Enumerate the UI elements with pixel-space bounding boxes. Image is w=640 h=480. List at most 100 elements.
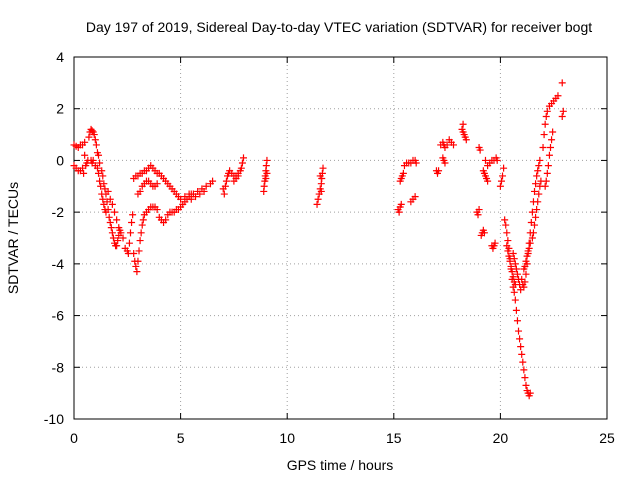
data-point	[543, 169, 551, 177]
data-point	[547, 144, 555, 151]
data-point	[508, 268, 516, 276]
data-point	[499, 172, 507, 180]
data-point	[520, 366, 528, 374]
data-point	[512, 306, 520, 314]
data-point	[554, 92, 562, 100]
data-point	[536, 156, 544, 164]
data-point	[534, 198, 542, 206]
data-point	[130, 250, 138, 258]
data-point	[435, 167, 443, 175]
data-point	[484, 177, 492, 185]
data-point	[510, 255, 518, 263]
data-point	[105, 213, 113, 221]
data-point	[522, 381, 530, 389]
x-tick-label: 25	[599, 430, 615, 446]
data-point	[108, 229, 116, 237]
data-point	[532, 213, 540, 221]
data-point	[412, 159, 420, 167]
data-point	[509, 250, 517, 258]
x-axis-label: GPS time / hours	[287, 457, 394, 473]
data-point	[181, 193, 189, 201]
data-point	[111, 208, 119, 216]
data-point	[397, 200, 405, 208]
data-point	[222, 177, 230, 185]
data-point	[559, 107, 567, 115]
data-point	[107, 224, 115, 232]
data-point	[459, 120, 467, 128]
data-point	[474, 211, 482, 219]
data-point	[106, 195, 114, 203]
data-point	[133, 268, 141, 276]
data-point	[542, 112, 550, 120]
data-point	[462, 136, 470, 144]
data-point	[518, 350, 526, 358]
data-points	[70, 79, 567, 400]
y-tick-label: -2	[52, 204, 65, 220]
data-point	[511, 296, 519, 304]
data-point	[503, 229, 511, 237]
data-point	[138, 221, 146, 229]
data-point	[126, 229, 134, 237]
data-point	[202, 182, 210, 190]
data-point	[220, 190, 228, 198]
data-point	[119, 234, 127, 242]
data-point	[187, 195, 195, 203]
y-tick-label: 0	[56, 152, 64, 168]
data-point	[177, 195, 185, 203]
y-tick-label: 2	[56, 101, 64, 117]
data-point	[545, 151, 553, 159]
data-point	[511, 260, 519, 268]
data-point	[134, 257, 142, 265]
data-point	[90, 131, 98, 139]
data-point	[549, 128, 557, 136]
data-point	[108, 200, 116, 208]
data-point	[517, 343, 525, 351]
data-point	[520, 283, 528, 291]
data-point	[263, 156, 271, 164]
data-point	[544, 162, 552, 170]
data-point	[531, 187, 539, 195]
data-point	[507, 262, 515, 270]
data-point	[92, 141, 100, 149]
data-point	[81, 138, 89, 146]
data-point	[491, 239, 499, 247]
x-tick-label: 10	[279, 430, 295, 446]
data-point	[93, 164, 101, 172]
data-point	[505, 252, 513, 260]
data-point	[139, 216, 147, 224]
data-point	[262, 175, 270, 183]
data-point	[558, 112, 566, 120]
data-point	[523, 252, 531, 260]
data-point	[104, 206, 112, 214]
data-point	[106, 218, 114, 226]
data-point	[513, 317, 521, 325]
data-point	[509, 273, 517, 281]
data-point	[504, 247, 512, 255]
data-point	[125, 239, 133, 247]
data-point	[136, 237, 144, 245]
data-point	[162, 216, 170, 224]
data-point	[529, 229, 537, 237]
data-point	[81, 151, 89, 159]
data-point	[117, 229, 125, 237]
data-point	[539, 144, 547, 151]
data-point	[543, 107, 551, 115]
data-point	[113, 216, 121, 224]
data-point	[263, 169, 271, 177]
data-point	[238, 159, 246, 167]
data-point	[496, 182, 504, 190]
data-point	[521, 374, 529, 382]
data-point	[504, 237, 512, 245]
data-point	[85, 133, 93, 141]
data-point	[525, 244, 533, 252]
data-point	[153, 180, 161, 188]
y-tick-label: -10	[44, 411, 64, 427]
data-point	[262, 162, 270, 170]
data-point	[113, 242, 121, 250]
data-point	[516, 335, 524, 343]
data-point	[114, 237, 122, 245]
data-point	[535, 190, 543, 198]
data-point	[317, 187, 325, 195]
data-point	[528, 234, 536, 242]
x-tick-label: 15	[386, 430, 402, 446]
